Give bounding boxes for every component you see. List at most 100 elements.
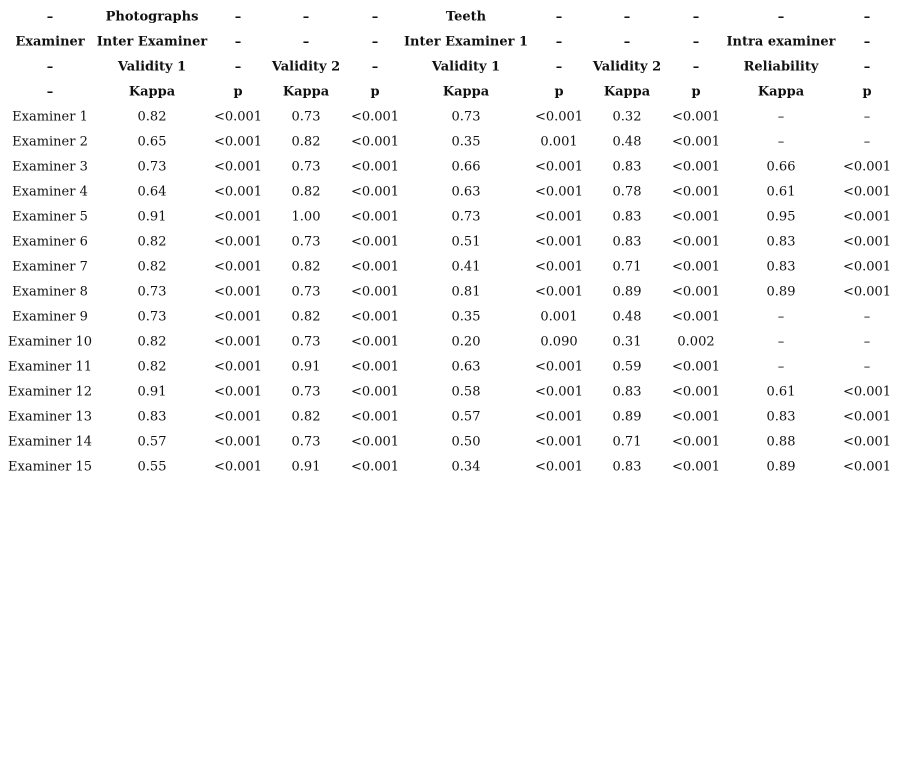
table-cell: 0.001 bbox=[540, 134, 578, 150]
table-cell: <0.001 bbox=[671, 309, 721, 325]
header-cell: p bbox=[370, 84, 380, 100]
header-cell: – bbox=[46, 59, 54, 75]
table-cell: <0.001 bbox=[534, 384, 584, 400]
table-cell: 0.57 bbox=[451, 409, 481, 425]
table-cell: 0.73 bbox=[291, 384, 321, 400]
table-cell: 0.89 bbox=[612, 409, 642, 425]
header-cell: – bbox=[302, 9, 310, 25]
header-cell: – bbox=[234, 34, 242, 50]
table-cell: <0.001 bbox=[534, 159, 584, 175]
table-cell: <0.001 bbox=[213, 259, 263, 275]
table-cell: 0.64 bbox=[137, 184, 167, 200]
table-cell: 0.73 bbox=[137, 309, 167, 325]
table-cell: <0.001 bbox=[534, 184, 584, 200]
table-cell: <0.001 bbox=[671, 284, 721, 300]
header-cell: Kappa bbox=[128, 84, 176, 100]
table-cell: – bbox=[863, 134, 871, 150]
table-cell: <0.001 bbox=[671, 134, 721, 150]
table-cell: 0.61 bbox=[766, 384, 796, 400]
table-cell: Examiner 14 bbox=[7, 434, 93, 450]
table-cell: 0.41 bbox=[451, 259, 481, 275]
table-cell: <0.001 bbox=[213, 234, 263, 250]
header-cell: Validity 1 bbox=[431, 59, 501, 75]
table-cell: Examiner 12 bbox=[7, 384, 93, 400]
table-cell: <0.001 bbox=[842, 459, 892, 475]
table-cell: 0.35 bbox=[451, 134, 481, 150]
header-cell: Kappa bbox=[757, 84, 805, 100]
header-cell: Inter Examiner bbox=[96, 34, 208, 50]
table-cell: 0.73 bbox=[451, 209, 481, 225]
table-cell: 0.82 bbox=[137, 259, 167, 275]
table-cell: – bbox=[777, 334, 785, 350]
table-cell: Examiner 10 bbox=[7, 334, 93, 350]
table-cell: <0.001 bbox=[842, 409, 892, 425]
table-cell: 0.91 bbox=[137, 209, 167, 225]
table-cell: <0.001 bbox=[534, 209, 584, 225]
header-cell: Reliability bbox=[743, 59, 819, 75]
table-cell: <0.001 bbox=[671, 384, 721, 400]
table-cell: <0.001 bbox=[213, 109, 263, 125]
table-cell: <0.001 bbox=[213, 409, 263, 425]
table-cell: <0.001 bbox=[671, 184, 721, 200]
table-cell: <0.001 bbox=[534, 434, 584, 450]
table-cell: <0.001 bbox=[842, 184, 892, 200]
table-cell: <0.001 bbox=[671, 459, 721, 475]
table-cell: <0.001 bbox=[213, 184, 263, 200]
table-cell: – bbox=[777, 359, 785, 375]
table-cell: 0.89 bbox=[612, 284, 642, 300]
table-cell: <0.001 bbox=[213, 384, 263, 400]
table-cell: Examiner 13 bbox=[7, 409, 93, 425]
table-cell: 0.31 bbox=[612, 334, 642, 350]
table-cell: 0.82 bbox=[291, 134, 321, 150]
header-cell: Intra examiner bbox=[726, 34, 836, 50]
table-cell: – bbox=[863, 309, 871, 325]
table-cell: 0.55 bbox=[137, 459, 167, 475]
table-cell: – bbox=[863, 109, 871, 125]
header-cell: p bbox=[862, 84, 872, 100]
header-cell: – bbox=[863, 9, 871, 25]
table-cell: 0.83 bbox=[612, 459, 642, 475]
table-cell: <0.001 bbox=[842, 384, 892, 400]
header-cell: Validity 1 bbox=[117, 59, 187, 75]
table-cell: 0.82 bbox=[137, 334, 167, 350]
table-cell: Examiner 2 bbox=[12, 134, 88, 150]
table-cell: 0.73 bbox=[291, 334, 321, 350]
table-cell: <0.001 bbox=[671, 209, 721, 225]
table-cell: – bbox=[777, 134, 785, 150]
table-cell: 0.82 bbox=[291, 184, 321, 200]
table-cell: 0.63 bbox=[451, 359, 481, 375]
table-cell: Examiner 9 bbox=[12, 309, 88, 325]
table-cell: <0.001 bbox=[213, 159, 263, 175]
table-cell: <0.001 bbox=[350, 359, 400, 375]
header-cell: – bbox=[234, 59, 242, 75]
table-cell: Examiner 8 bbox=[12, 284, 88, 300]
table-cell: 0.50 bbox=[451, 434, 481, 450]
table-cell: 0.73 bbox=[451, 109, 481, 125]
table-cell: 0.48 bbox=[612, 309, 642, 325]
table-cell: – bbox=[863, 334, 871, 350]
table-cell: 0.83 bbox=[612, 234, 642, 250]
table-cell: Examiner 15 bbox=[7, 459, 93, 475]
table-cell: <0.001 bbox=[350, 209, 400, 225]
table-cell: <0.001 bbox=[350, 159, 400, 175]
header-cell: Inter Examiner 1 bbox=[403, 34, 529, 50]
table-cell: 0.71 bbox=[612, 434, 642, 450]
header-cell: Validity 2 bbox=[271, 59, 341, 75]
table-cell: 0.78 bbox=[612, 184, 642, 200]
header-cell: – bbox=[371, 34, 379, 50]
table-cell: 0.83 bbox=[766, 409, 796, 425]
table-cell: <0.001 bbox=[671, 234, 721, 250]
table-cell: 1.00 bbox=[291, 209, 321, 225]
header-cell: – bbox=[777, 9, 785, 25]
table-cell: <0.001 bbox=[350, 409, 400, 425]
table-cell: <0.001 bbox=[534, 459, 584, 475]
table-cell: Examiner 5 bbox=[12, 209, 88, 225]
table-cell: 0.81 bbox=[451, 284, 481, 300]
table-cell: 0.73 bbox=[291, 234, 321, 250]
table-cell: <0.001 bbox=[350, 384, 400, 400]
table-cell: 0.95 bbox=[766, 209, 796, 225]
table-cell: – bbox=[777, 109, 785, 125]
header-cell: – bbox=[302, 34, 310, 50]
table-cell: 0.63 bbox=[451, 184, 481, 200]
table-cell: <0.001 bbox=[213, 134, 263, 150]
